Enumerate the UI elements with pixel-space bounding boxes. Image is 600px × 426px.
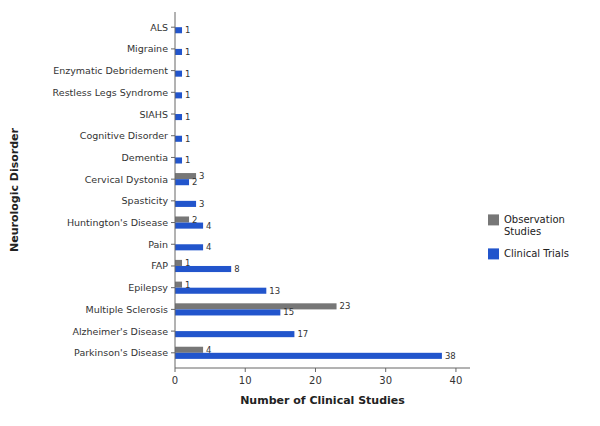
data-label: 4	[206, 221, 211, 231]
data-label: 2	[192, 215, 197, 225]
data-label: 8	[234, 264, 239, 274]
data-label: 3	[199, 171, 204, 181]
y-tick-label: Cognitive Disorder	[80, 130, 168, 141]
data-label: 1	[185, 90, 190, 100]
data-label: 2	[192, 177, 197, 187]
bar	[175, 353, 442, 359]
y-tick	[171, 157, 175, 158]
data-label: 13	[269, 286, 280, 296]
y-tick-label: Pain	[148, 239, 168, 250]
x-tick	[315, 368, 316, 372]
chart: 010203040423112338171513844321111111Park…	[0, 0, 600, 426]
x-tick	[455, 368, 456, 372]
data-label: 1	[185, 112, 190, 122]
bar	[175, 136, 182, 142]
data-label: 1	[185, 155, 190, 165]
legend-label: ObservationStudies	[504, 214, 565, 237]
x-tick-label: 30	[379, 375, 392, 386]
legend-label-line: Observation	[504, 214, 565, 225]
bar	[175, 157, 182, 163]
y-tick	[171, 70, 175, 71]
y-tick	[171, 135, 175, 136]
legend-label: Clinical Trials	[504, 248, 569, 259]
legend-label-line: Studies	[504, 226, 541, 237]
x-tick-label: 0	[172, 375, 178, 386]
y-tick-label: Multiple Sclerosis	[85, 304, 168, 315]
x-tick	[245, 368, 246, 372]
y-tick	[171, 352, 175, 353]
bar	[175, 27, 182, 33]
bars	[175, 27, 442, 359]
bar	[175, 309, 280, 315]
bar	[175, 244, 203, 250]
y-tick-label: Huntington's Disease	[67, 217, 168, 228]
data-label: 1	[185, 258, 190, 268]
data-label: 15	[283, 307, 294, 317]
legend-swatch	[488, 248, 499, 259]
bar	[175, 223, 203, 229]
data-label: 3	[199, 199, 204, 209]
y-tick-label: Parkinson's Disease	[74, 347, 168, 358]
y-tick	[171, 27, 175, 28]
bar	[175, 303, 337, 309]
y-tick-label: Spasticity	[122, 195, 169, 206]
data-label: 1	[185, 69, 190, 79]
y-tick	[171, 287, 175, 288]
x-tick-label: 40	[450, 375, 463, 386]
bar	[175, 114, 182, 120]
bar	[175, 216, 189, 222]
legend: ObservationStudies Clinical Trials	[488, 214, 569, 260]
legend-swatch	[488, 214, 499, 225]
data-label: 23	[340, 301, 351, 311]
data-label: 1	[185, 280, 190, 290]
y-tick	[171, 222, 175, 223]
y-tick-label: Migraine	[127, 43, 168, 54]
y-tick-label: FAP	[151, 260, 168, 271]
bar	[175, 282, 182, 288]
x-tick	[385, 368, 386, 372]
y-tick	[171, 265, 175, 266]
x-tick	[175, 368, 176, 372]
bar	[175, 71, 182, 77]
y-tick	[171, 114, 175, 115]
y-tick-label: Restless Legs Syndrome	[53, 87, 169, 98]
bar	[175, 347, 203, 353]
bar	[175, 201, 196, 207]
data-label: 1	[185, 25, 190, 35]
y-tick-label: Epilepsy	[128, 282, 168, 293]
data-label: 4	[206, 345, 211, 355]
y-axis-title: Neurologic Disorder	[8, 127, 21, 252]
bar	[175, 266, 231, 272]
data-label: 17	[297, 329, 308, 339]
y-tick-label: Cervical Dystonia	[85, 174, 168, 185]
bar	[175, 331, 294, 337]
y-tick	[171, 331, 175, 332]
y-tick-label: Enzymatic Debridement	[53, 65, 168, 76]
data-label: 1	[185, 47, 190, 57]
y-axis	[175, 12, 176, 368]
bar	[175, 92, 182, 98]
x-tick-label: 10	[239, 375, 252, 386]
y-tick	[171, 179, 175, 180]
y-tick	[171, 244, 175, 245]
y-tick-label: Alzheimer's Disease	[72, 326, 168, 337]
x-tick-label: 20	[309, 375, 322, 386]
y-tick-label: SIAHS	[139, 109, 168, 120]
y-tick	[171, 48, 175, 49]
legend-label-line: Clinical Trials	[504, 248, 569, 259]
y-tick	[171, 309, 175, 310]
x-axis-title: Number of Clinical Studies	[240, 394, 405, 407]
bar	[175, 49, 182, 55]
bar	[175, 260, 182, 266]
bar	[175, 179, 189, 185]
data-label: 1	[185, 134, 190, 144]
data-label: 38	[445, 351, 456, 361]
y-tick	[171, 200, 175, 201]
data-label: 4	[206, 242, 211, 252]
y-tick-label: ALS	[150, 22, 168, 33]
x-axis	[175, 368, 470, 369]
y-tick-label: Dementia	[122, 152, 168, 163]
y-tick	[171, 92, 175, 93]
